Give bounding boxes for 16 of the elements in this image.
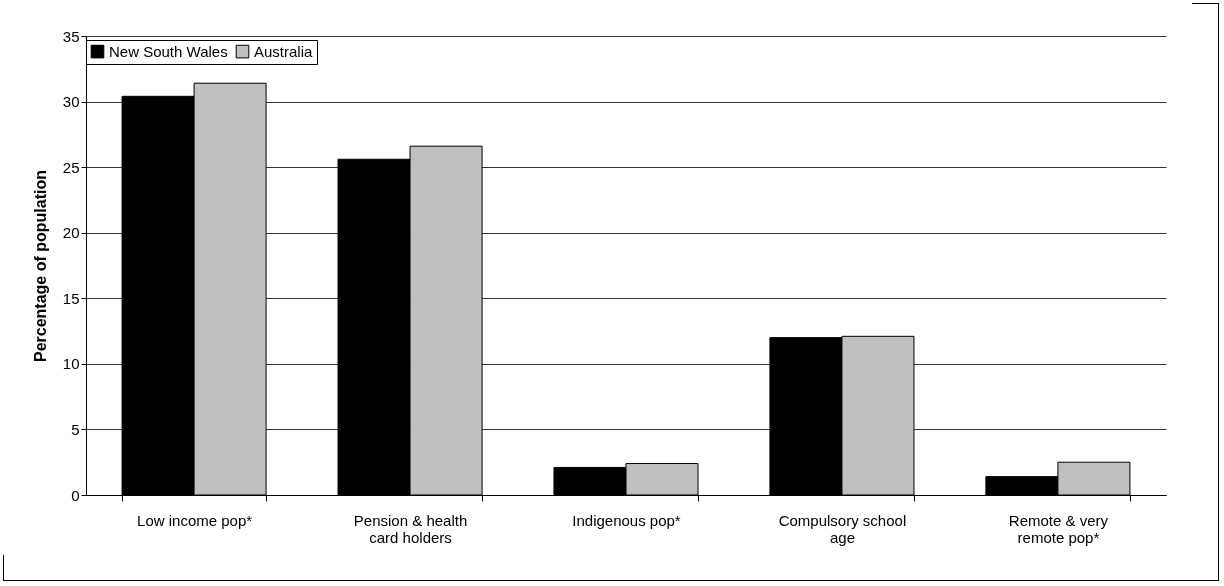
x-tick-label: Low income pop*	[137, 511, 253, 529]
y-tick-label: 30	[62, 93, 80, 111]
y-axis-title: Percentage of population	[31, 169, 49, 363]
y-tick-label: 5	[71, 420, 80, 438]
y-tick-label: 15	[62, 289, 80, 307]
x-tick-label: Remote & very remote pop*	[1008, 511, 1109, 546]
y-tick-label: 0	[71, 486, 80, 504]
legend-label: Australia	[254, 42, 314, 60]
y-tick-label: 25	[62, 158, 80, 176]
legend-label: New South Wales	[109, 42, 228, 60]
y-tick-label: 35	[62, 27, 80, 45]
x-tick-label: Compulsory school age	[778, 511, 907, 546]
y-tick-label: 10	[62, 355, 80, 373]
x-tick-label: Pension & health card holders	[353, 511, 468, 546]
x-tick-label: Indigenous pop*	[572, 511, 681, 529]
y-tick-label: 20	[62, 224, 80, 242]
